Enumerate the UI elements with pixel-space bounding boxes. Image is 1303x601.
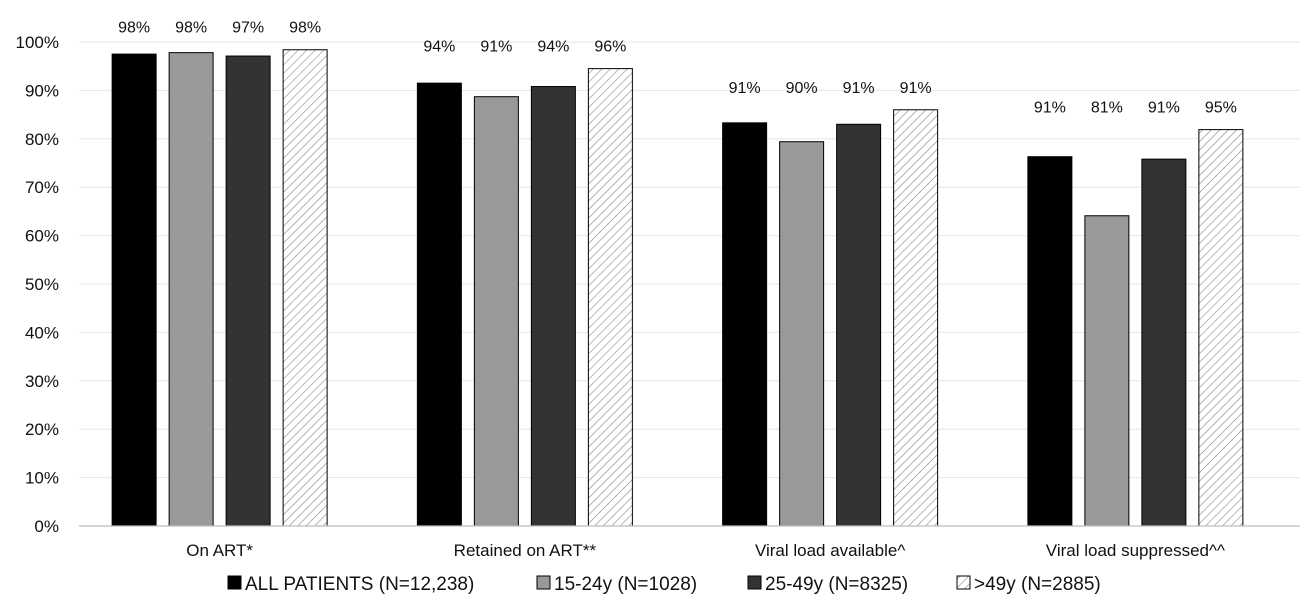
- data-label: 98%: [175, 20, 207, 37]
- y-tick-label: 60%: [25, 227, 59, 246]
- x-axis: On ART* Retained on ART** Viral load avail…: [79, 525, 1300, 560]
- data-label: 98%: [118, 20, 150, 37]
- bar: [111, 53, 157, 527]
- data-label: 91%: [1034, 100, 1066, 117]
- data-label: 91%: [843, 80, 875, 97]
- y-tick-label: 70%: [25, 178, 59, 197]
- bar: [473, 96, 519, 527]
- bar: [587, 68, 633, 527]
- y-tick-label: 100%: [16, 33, 59, 52]
- y-tick-label: 10%: [25, 469, 59, 488]
- data-label: 94%: [537, 39, 569, 56]
- legend-swatch: [536, 575, 551, 590]
- data-label: 98%: [289, 20, 321, 37]
- x-category-label: Viral load available^: [755, 541, 905, 560]
- data-label: 91%: [729, 80, 761, 97]
- x-category-label: On ART*: [186, 541, 253, 560]
- legend-swatch: [227, 575, 242, 590]
- bar: [1198, 129, 1244, 527]
- data-label: 90%: [786, 80, 818, 97]
- legend: ALL PATIENTS (N=12,238) 15-24y (N=1028) 25…: [227, 574, 1101, 595]
- legend-label: 25-49y (N=8325): [765, 574, 908, 595]
- data-labels: 98% 98% 97% 98% 94% 91% 94% 96% 91% 90% 91% 91% 91% 8…: [118, 20, 1237, 117]
- bar: [225, 55, 271, 527]
- y-tick-label: 20%: [25, 420, 59, 439]
- gridlines: [79, 41, 1300, 479]
- legend-swatch: [747, 575, 762, 590]
- data-label: 95%: [1205, 100, 1237, 117]
- y-axis: 0% 10% 20% 30% 40% 50% 60% 70% 80% 90% 100%: [16, 33, 59, 536]
- legend-label: >49y (N=2885): [974, 574, 1101, 595]
- data-label: 91%: [900, 80, 932, 97]
- bar: [282, 49, 328, 527]
- bar: [416, 82, 462, 527]
- bar: [1141, 158, 1187, 527]
- data-label: 91%: [1148, 100, 1180, 117]
- bar: [1027, 156, 1073, 527]
- y-tick-label: 90%: [25, 81, 59, 100]
- legend-label: 15-24y (N=1028): [554, 574, 697, 595]
- data-label: 94%: [423, 39, 455, 56]
- data-label: 97%: [232, 20, 264, 37]
- y-tick-label: 40%: [25, 323, 59, 342]
- y-tick-label: 0%: [34, 517, 59, 536]
- y-tick-label: 30%: [25, 372, 59, 391]
- data-label: 81%: [1091, 100, 1123, 117]
- x-category-label: Retained on ART**: [454, 541, 597, 560]
- y-tick-label: 50%: [25, 275, 59, 294]
- legend-swatch: [956, 575, 971, 590]
- data-label: 91%: [480, 39, 512, 56]
- bar: [530, 86, 576, 527]
- bar: [168, 52, 214, 527]
- data-label: 96%: [594, 39, 626, 56]
- bars: [111, 49, 1244, 527]
- legend-label: ALL PATIENTS (N=12,238): [245, 574, 474, 595]
- bar: [836, 123, 882, 527]
- x-category-label: Viral load suppressed^^: [1046, 541, 1225, 560]
- bar: [1084, 215, 1130, 527]
- y-tick-label: 80%: [25, 130, 59, 149]
- bar: [779, 141, 825, 527]
- bar: [893, 109, 939, 527]
- bar: [722, 122, 768, 527]
